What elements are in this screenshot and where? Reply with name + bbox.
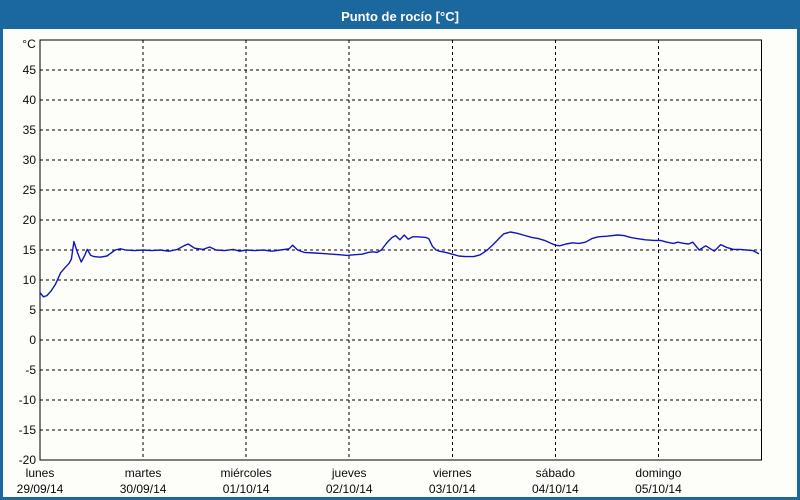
- x-tick-date-label: 05/10/14: [635, 482, 682, 496]
- y-tick-label: 15: [23, 243, 37, 257]
- y-tick-label: 25: [23, 183, 37, 197]
- x-tick-day-label: martes: [125, 466, 162, 480]
- y-tick-label: 45: [23, 63, 37, 77]
- y-tick-label: 35: [23, 123, 37, 137]
- y-axis-unit-label: °C: [22, 37, 36, 51]
- x-tick-day-label: lunes: [26, 466, 55, 480]
- y-tick-label: 30: [23, 153, 37, 167]
- x-tick-date-label: 30/09/14: [120, 482, 167, 496]
- x-tick-day-label: viernes: [433, 466, 472, 480]
- y-tick-label: -10: [19, 393, 37, 407]
- y-tick-label: -5: [25, 363, 36, 377]
- x-tick-date-label: 03/10/14: [429, 482, 476, 496]
- x-tick-date-label: 02/10/14: [326, 482, 373, 496]
- y-tick-label: -20: [19, 453, 37, 467]
- chart-content: 45 40 35 30 25 20 15 10 5 0 -5 -10 -15 -20 °C lunes 29/0…: [3, 29, 797, 497]
- y-tick-label: 0: [29, 333, 36, 347]
- x-tick-date-label: 01/10/14: [223, 482, 270, 496]
- y-tick-label: 10: [23, 273, 37, 287]
- chart-title-bar: Punto de rocío [°C]: [3, 3, 797, 29]
- x-tick-date-label: 29/09/14: [17, 482, 64, 496]
- y-tick-label: 20: [23, 213, 37, 227]
- x-tick-day-label: jueves: [331, 466, 367, 480]
- y-tick-label: 5: [29, 303, 36, 317]
- y-tick-label: -15: [19, 423, 37, 437]
- dewpoint-series-line: [39, 231, 760, 298]
- dewpoint-line-chart: 45 40 35 30 25 20 15 10 5 0 -5 -10 -15 -20 °C lunes 29/0…: [17, 37, 762, 496]
- x-tick-day-label: miércoles: [220, 466, 271, 480]
- y-tick-label: 40: [23, 93, 37, 107]
- chart-title: Punto de rocío [°C]: [341, 8, 459, 24]
- x-tick-date-label: 04/10/14: [532, 482, 579, 496]
- x-tick-day-label: sábado: [536, 466, 576, 480]
- x-tick-day-label: domingo: [635, 466, 681, 480]
